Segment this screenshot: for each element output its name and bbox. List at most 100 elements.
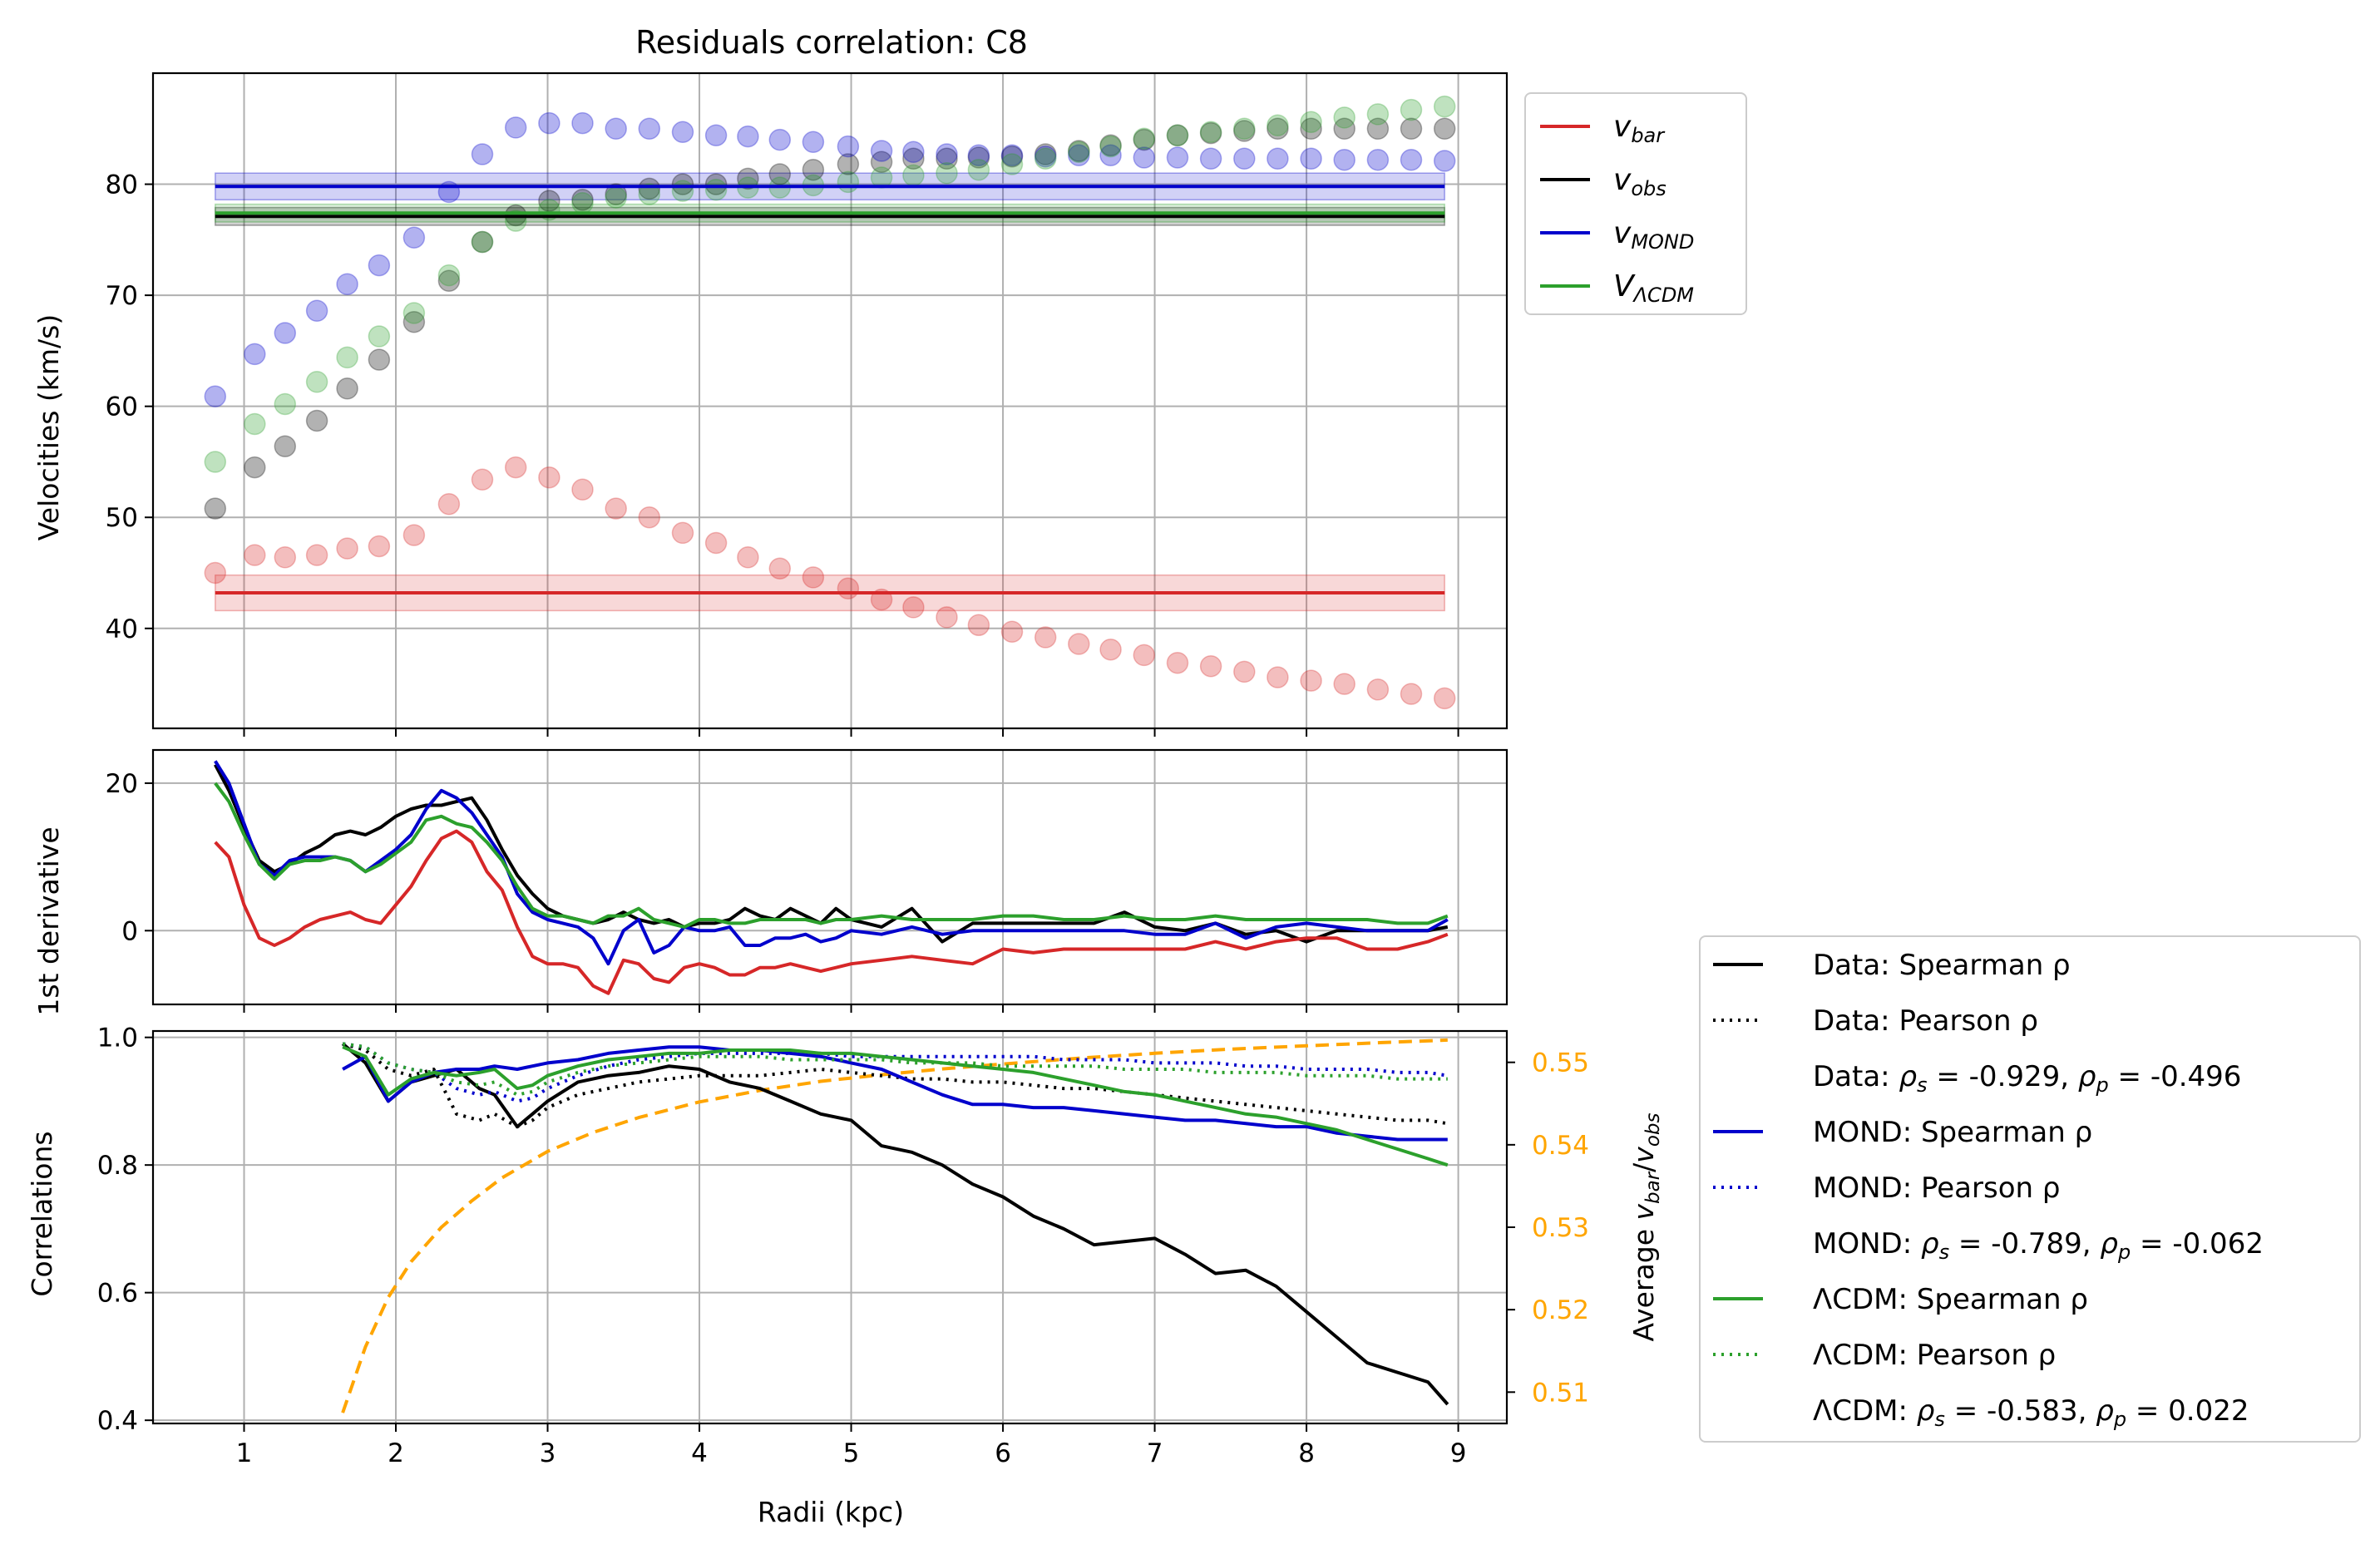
lcdm-dotted-corr-line: [342, 1042, 1448, 1097]
legend-label: Data: Pearson ρ: [1813, 1004, 2038, 1038]
obs-point: [368, 348, 391, 371]
mond-point: [837, 135, 860, 158]
lcdm-point: [1233, 117, 1256, 141]
y-tick-label: 0.6: [97, 1279, 138, 1309]
legend-label-mond: vMOND: [1613, 216, 1694, 254]
mond-point: [768, 128, 792, 151]
obs-point: [671, 173, 694, 195]
y-tick-label: 20: [106, 769, 138, 799]
lcdm-point: [1433, 95, 1456, 118]
y-tick-label: 0: [121, 916, 138, 946]
bar-point: [1133, 644, 1156, 667]
mond-point: [1400, 148, 1423, 171]
legend-label: Data: Spearman ρ: [1813, 949, 2071, 982]
bar-point: [504, 456, 527, 479]
obs-point: [1267, 117, 1289, 141]
lcdm-point: [936, 161, 958, 185]
y2-tick-label: 0.52: [1532, 1295, 1589, 1325]
lcdm-point: [837, 170, 860, 194]
lcdm-point: [1000, 153, 1024, 175]
obs-point: [737, 167, 759, 190]
lcdm-point: [1068, 141, 1090, 164]
obs-point: [571, 189, 594, 211]
obs-point: [437, 269, 461, 293]
x-tick-label: 6: [995, 1438, 1011, 1468]
x-tick-label: 2: [388, 1438, 404, 1468]
bar-point: [305, 544, 328, 566]
y2-tick-label: 0.54: [1532, 1131, 1589, 1161]
mond-derivative-line: [214, 760, 1449, 966]
obs-point: [704, 173, 728, 195]
lcdm-point: [902, 164, 925, 187]
obs-point: [471, 230, 494, 254]
bar-point: [802, 566, 825, 589]
y-tick-label: 80: [106, 170, 138, 200]
bar-point: [368, 535, 391, 558]
bar-point: [1233, 660, 1256, 683]
axes-velocities: 40 50 60 70 80: [106, 73, 1507, 737]
bar-point: [244, 544, 266, 566]
axes-correlations: 1 2 3 4 5 6 7 8 9 0.4 0.6 0.8 1.0: [97, 1024, 1507, 1468]
legend-label: ΛCDM: Pearson ρ: [1813, 1339, 2056, 1372]
bar-point: [768, 557, 792, 580]
obs-point: [244, 456, 266, 479]
mond-point: [538, 111, 560, 135]
mond-point: [967, 144, 990, 167]
obs-point: [1433, 117, 1456, 141]
lcdm-point: [1099, 135, 1122, 158]
legend-label-lcdm: VΛCDM: [1613, 269, 1694, 307]
obs-solid-corr-line: [341, 1042, 1449, 1406]
mond-point: [1166, 146, 1189, 169]
mond-point: [1267, 147, 1289, 170]
mond-point: [737, 125, 759, 148]
bar-point: [1433, 687, 1456, 710]
lcdm-point: [437, 264, 461, 287]
bar-point: [936, 606, 958, 629]
legend-label-bar: vbar: [1613, 110, 1666, 147]
x-axis-label: Radii (kpc): [758, 1496, 904, 1528]
y-axis-label-correlations: Correlations: [26, 1131, 58, 1296]
mond-point: [1233, 147, 1256, 170]
bar-point: [1068, 633, 1090, 655]
lcdm-point: [605, 186, 627, 209]
y-tick-label: 0.4: [97, 1406, 138, 1436]
mond-point: [1068, 144, 1090, 167]
mond-point: [902, 141, 925, 164]
bar-point: [1300, 669, 1322, 692]
legend-label-obs: vobs: [1613, 163, 1666, 200]
bar-point: [336, 537, 358, 560]
bar-point: [538, 466, 560, 489]
mond-point: [802, 131, 825, 154]
obs-point: [768, 163, 792, 185]
y2-tick-label: 0.55: [1532, 1048, 1589, 1078]
obs-point: [1034, 143, 1057, 165]
mond-point: [437, 180, 461, 204]
bar-point: [737, 546, 759, 569]
bar-point: [1034, 626, 1057, 649]
obs-points: [204, 117, 1456, 520]
bar-point: [1366, 678, 1390, 701]
mond-dotted-corr-line: [342, 1042, 1449, 1103]
lcdm-point: [336, 346, 358, 369]
mond-point: [1366, 148, 1390, 171]
bar-point: [1400, 683, 1423, 705]
lcdm-point: [1133, 127, 1156, 150]
obs-point: [1000, 145, 1024, 168]
legend-label: MOND: Pearson ρ: [1813, 1172, 2060, 1205]
lcdm-point: [471, 230, 494, 254]
obs-point: [1366, 117, 1390, 141]
bar-point: [437, 492, 461, 516]
obs-point: [1233, 120, 1256, 142]
mond-point: [704, 124, 728, 147]
y-axis-label-derivative: 1st derivative: [32, 826, 65, 1015]
obs-point: [1099, 134, 1122, 157]
lcdm-point: [671, 180, 694, 202]
y-axis-label-velocities: Velocities (km/s): [32, 314, 65, 540]
axes-frame: [151, 1029, 1508, 1425]
mond-point: [1099, 144, 1122, 167]
mond-point: [671, 121, 694, 144]
mond-point: [305, 299, 328, 323]
mond-point: [1300, 147, 1322, 170]
y-tick-label: 50: [106, 503, 138, 533]
